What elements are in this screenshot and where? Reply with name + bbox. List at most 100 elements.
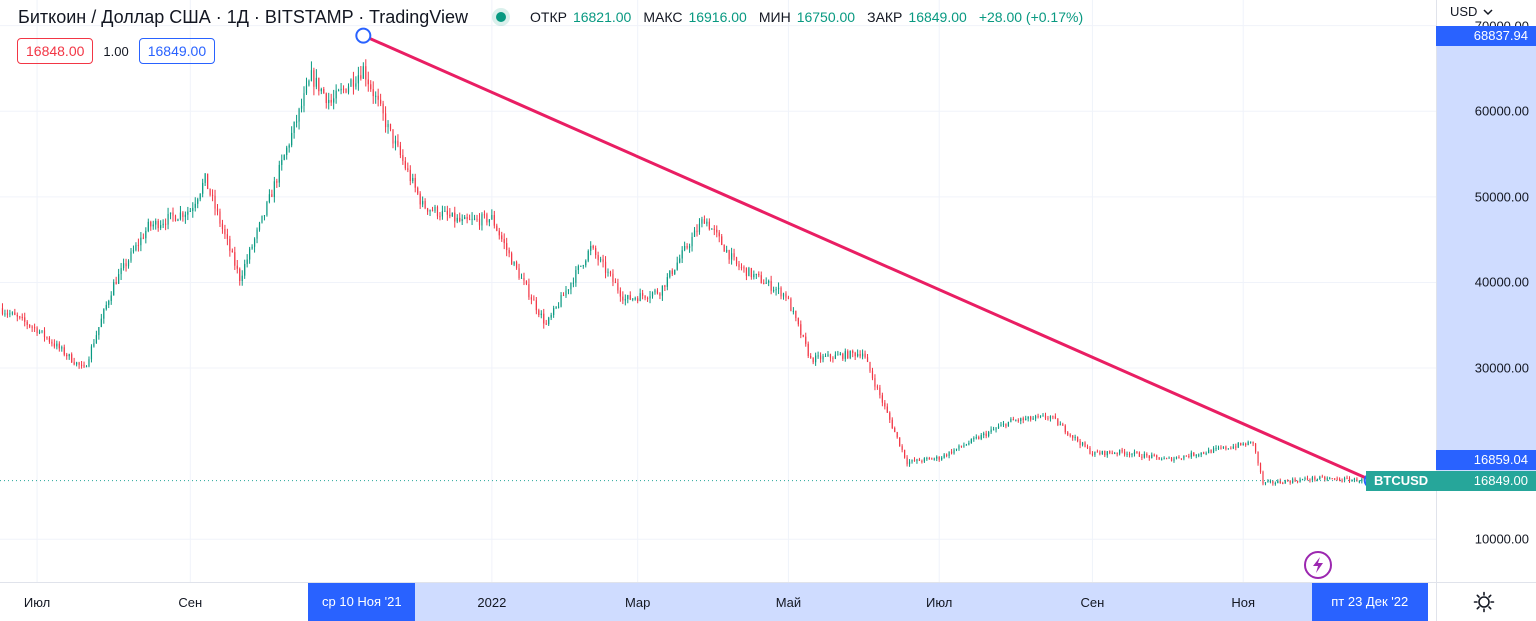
time-tick-label: Мар (624, 595, 651, 610)
time-axis[interactable]: Июл Сен 2022 Мар Май Июл Сен Ноя ср 10 Ноя '21 … (0, 582, 1436, 621)
candle-body (622, 296, 624, 301)
candle-body (599, 259, 602, 261)
candle-body (899, 437, 901, 447)
candle-body (654, 290, 656, 293)
sell-button[interactable]: 16848.00 (17, 38, 94, 64)
candle-body (688, 246, 691, 248)
candle-body (53, 343, 55, 347)
candle-body (1049, 416, 1052, 419)
candle-body (592, 245, 594, 249)
candle-body (501, 235, 503, 240)
candle-body (419, 193, 421, 205)
candle-body (1002, 423, 1005, 425)
candle-body (160, 225, 162, 229)
candle-body (11, 312, 13, 314)
candle-body (256, 229, 258, 239)
candle-body (792, 310, 794, 312)
candle-body (100, 318, 102, 328)
candle-body (1079, 441, 1081, 446)
candle-body (1126, 453, 1128, 455)
candle-body (404, 160, 406, 169)
candle-body (560, 295, 562, 307)
candle-body (1193, 452, 1195, 456)
price-axis[interactable]: 10000.00 30000.00 40000.00 50000.00 60000.00… (1436, 0, 1536, 620)
candle-body (738, 264, 740, 268)
candle-body (263, 215, 266, 217)
candle-body (1059, 424, 1061, 426)
candle-body (1247, 441, 1249, 446)
candle-body (375, 95, 377, 97)
candle-body (1086, 446, 1089, 448)
candle-body (723, 244, 725, 252)
candle-body (1188, 456, 1190, 458)
candle-body (817, 355, 819, 357)
candle-body (1311, 477, 1314, 481)
candle-body (382, 103, 384, 114)
candle-body (896, 432, 898, 438)
candle-body (83, 364, 85, 367)
buy-button[interactable]: 16849.00 (138, 38, 216, 64)
candle-body (211, 194, 214, 196)
candle-body (1257, 451, 1259, 464)
candle-body (624, 299, 626, 301)
candle-body (436, 206, 439, 217)
candle-body (118, 274, 120, 284)
candle-body (1165, 458, 1168, 460)
candle-body (871, 370, 874, 379)
candle-body (847, 351, 849, 359)
candle-body (333, 98, 335, 103)
low-key: МИН (758, 9, 791, 25)
candle-body (493, 215, 495, 226)
candle-body (1316, 479, 1318, 481)
candle-body (46, 337, 48, 339)
candle-body (1015, 420, 1017, 422)
trade-buttons: 16848.00 1.00 16849.00 (17, 38, 216, 64)
candle-body (968, 443, 970, 445)
candle-body (370, 84, 372, 90)
price-tick-label: 40000.00 (1474, 274, 1529, 290)
candle-body (1072, 435, 1074, 438)
candle-body (488, 219, 490, 223)
candle-body (839, 353, 841, 355)
chart-settings-corner (1436, 582, 1536, 621)
candle-body (950, 451, 953, 454)
candle-body (469, 219, 471, 221)
candle-body (881, 395, 883, 403)
candle-body (827, 354, 829, 356)
candle-body (740, 267, 743, 269)
candle-body (63, 347, 65, 355)
symbol-title[interactable]: Биткоин / Доллар США · 1Д · BITSTAMP · T… (18, 6, 468, 27)
price-tick-label: 50000.00 (1474, 189, 1529, 205)
trend-high-price-label: 68837.94 (1436, 25, 1536, 46)
candle-body (533, 299, 535, 301)
trendline-start-handle[interactable] (355, 27, 372, 44)
candle-body (1356, 478, 1358, 482)
candle-body (221, 223, 224, 230)
candle-body (155, 220, 157, 225)
candle-body (983, 433, 985, 436)
candle-body (733, 253, 735, 258)
candle-body (582, 265, 584, 267)
candle-body (780, 287, 782, 297)
candle-body (607, 271, 609, 273)
candle-body (466, 217, 468, 220)
lightning-icon[interactable] (1303, 550, 1333, 580)
trendline[interactable] (362, 34, 1373, 482)
candle-body (701, 219, 703, 224)
candle-body (1294, 479, 1296, 482)
candle-body (184, 214, 186, 217)
gear-icon[interactable] (1473, 591, 1495, 613)
candle-body (557, 306, 560, 308)
candle-body (1203, 452, 1205, 454)
candle-body (340, 88, 342, 91)
price-chart[interactable] (0, 0, 1436, 582)
candle-body (426, 208, 429, 212)
candle-body (543, 313, 545, 324)
currency-selector[interactable]: USD (1450, 4, 1493, 19)
candle-body (627, 295, 629, 300)
candle-body (886, 406, 888, 413)
chart-area[interactable]: Биткоин / Доллар США · 1Д · BITSTAMP · T… (0, 0, 1436, 582)
candle-body (649, 296, 651, 299)
candle-body (931, 458, 933, 460)
candle-body (1346, 477, 1348, 479)
